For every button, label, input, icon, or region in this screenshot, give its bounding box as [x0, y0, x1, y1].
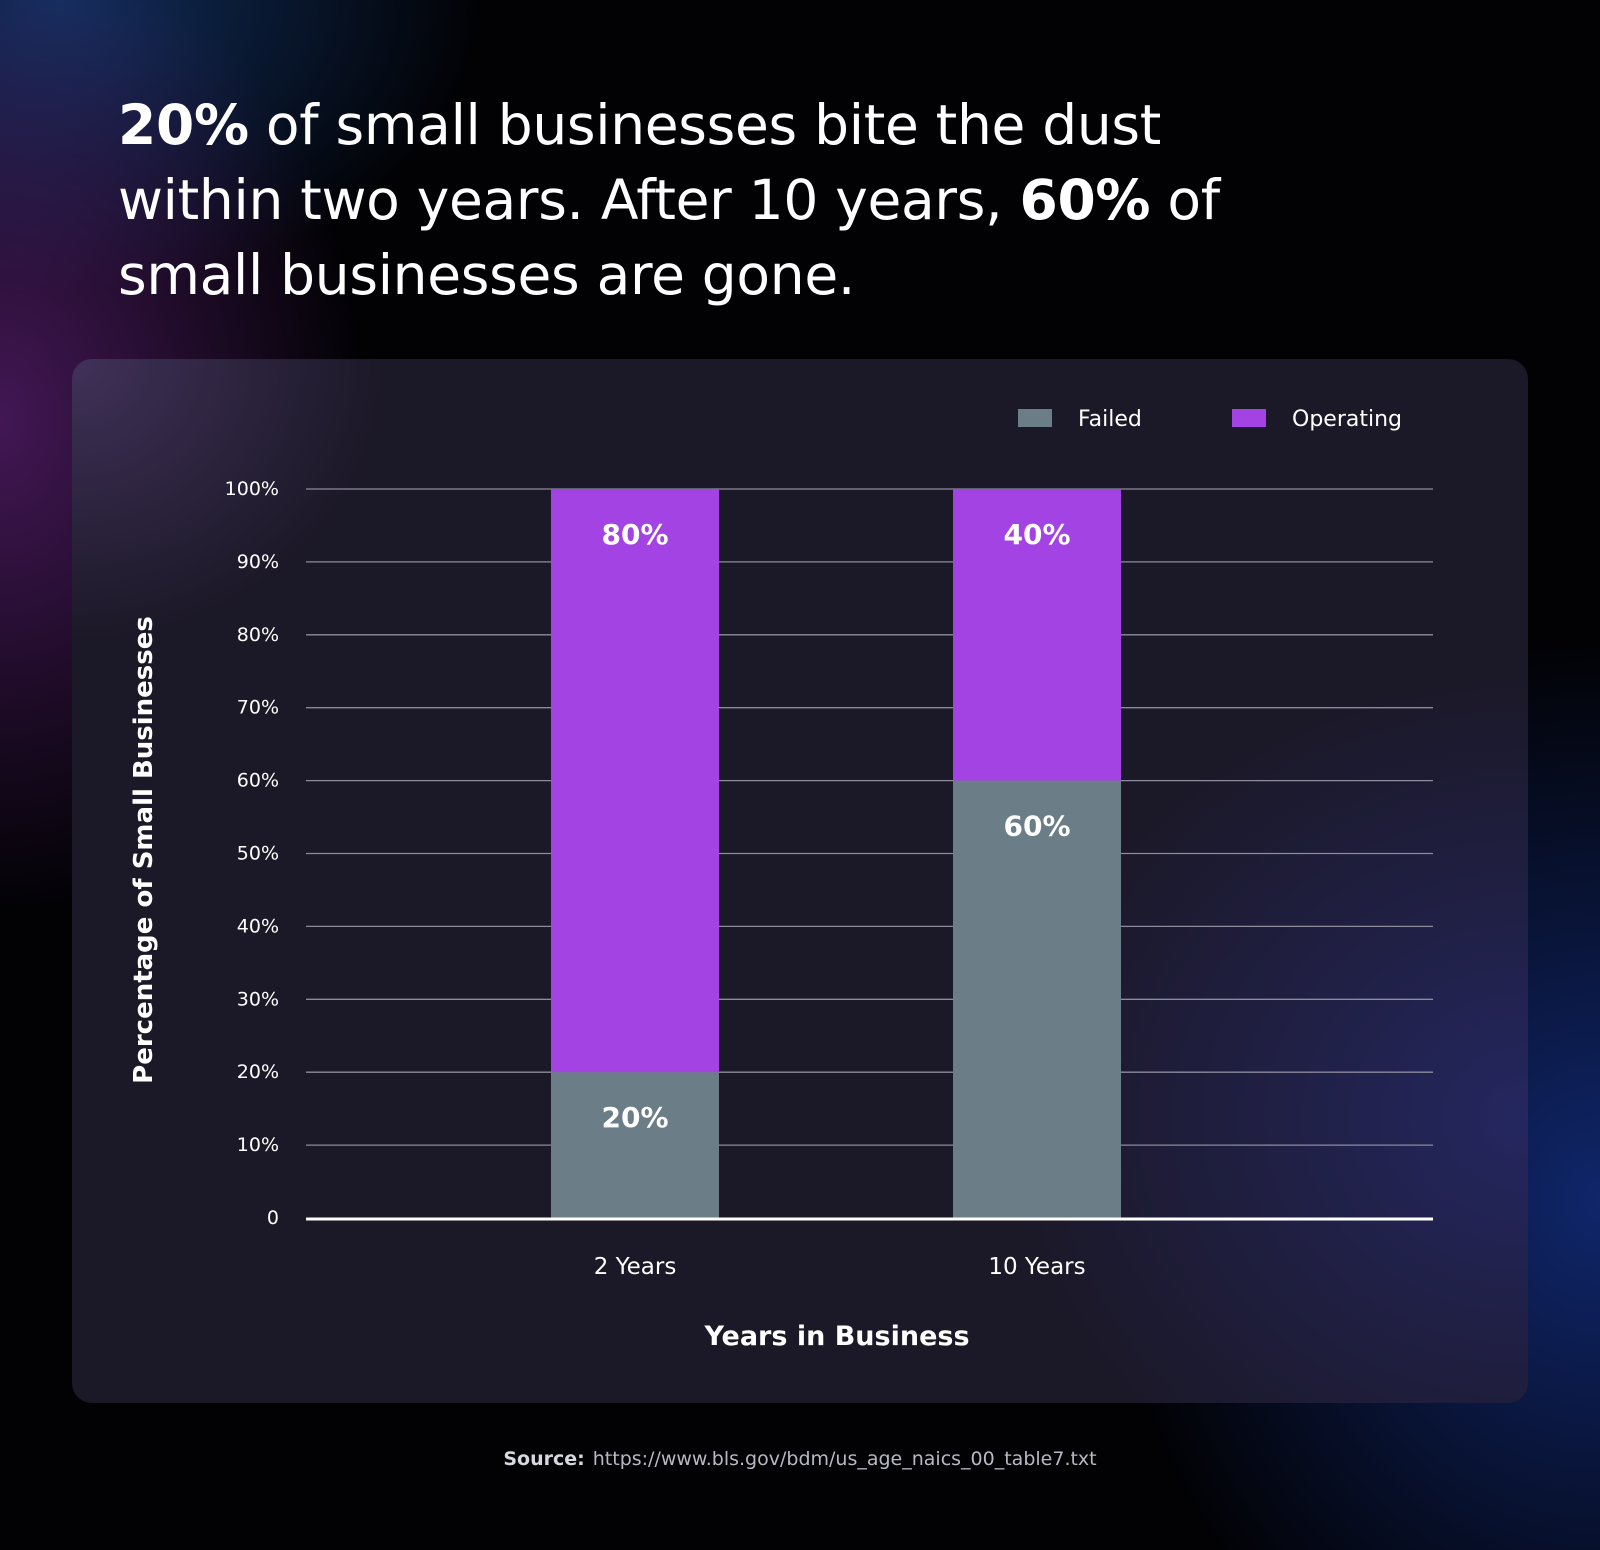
x-axis-title: Years in Business: [703, 1321, 969, 1352]
y-tick-label: 60%: [237, 770, 279, 792]
y-tick-label: 90%: [237, 551, 279, 573]
bar-failed: [953, 780, 1121, 1218]
bar-value-label: 40%: [1003, 518, 1070, 551]
y-tick-label: 30%: [237, 988, 279, 1010]
bar-value-label: 80%: [601, 518, 668, 551]
y-tick-label: 0: [267, 1207, 279, 1229]
y-tick-label: 80%: [237, 624, 279, 646]
y-tick-label: 40%: [237, 915, 279, 937]
x-tick-label: 2 Years: [594, 1254, 677, 1280]
headline-stat-ten-year: 60%: [1019, 168, 1151, 232]
chart-card: 0 10% 20% 30% 40% 50% 60% 70% 80% 90% 100% 20% 80% 2 …: [72, 359, 1528, 1403]
y-tick-label: 20%: [237, 1061, 279, 1083]
bar-operating: [551, 489, 719, 1073]
headline: 20% of small businesses bite the dust wi…: [118, 88, 1298, 313]
legend-label-operating: Operating: [1292, 407, 1402, 432]
bar-operating: [953, 489, 1121, 781]
y-tick-label: 10%: [237, 1134, 279, 1156]
headline-text-1: of small businesses bite the dust within…: [118, 93, 1162, 232]
source-note: Source: https://www.bls.gov/bdm/us_age_na…: [0, 1448, 1600, 1470]
bar-value-label: 60%: [1003, 810, 1070, 843]
headline-text-2: of small businesses are gone.: [118, 168, 1220, 307]
legend-swatch-failed: [1018, 409, 1052, 427]
stacked-bar-chart: 0 10% 20% 30% 40% 50% 60% 70% 80% 90% 100% 20% 80% 2 …: [129, 407, 1433, 1352]
bar-failed: [551, 1072, 719, 1218]
x-tick-label: 10 Years: [988, 1254, 1085, 1280]
y-axis-title: Percentage of Small Businesses: [129, 616, 159, 1084]
source-url[interactable]: https://www.bls.gov/bdm/us_age_naics_00_…: [592, 1448, 1097, 1470]
legend-label-failed: Failed: [1078, 407, 1142, 432]
legend-swatch-operating: [1232, 409, 1266, 427]
y-tick-label: 50%: [237, 843, 279, 865]
headline-stat-two-year: 20%: [118, 93, 249, 157]
y-tick-label: 100%: [225, 478, 279, 500]
source-label: Source:: [503, 1448, 585, 1470]
bar-value-label: 20%: [601, 1101, 668, 1134]
y-tick-label: 70%: [237, 697, 279, 719]
